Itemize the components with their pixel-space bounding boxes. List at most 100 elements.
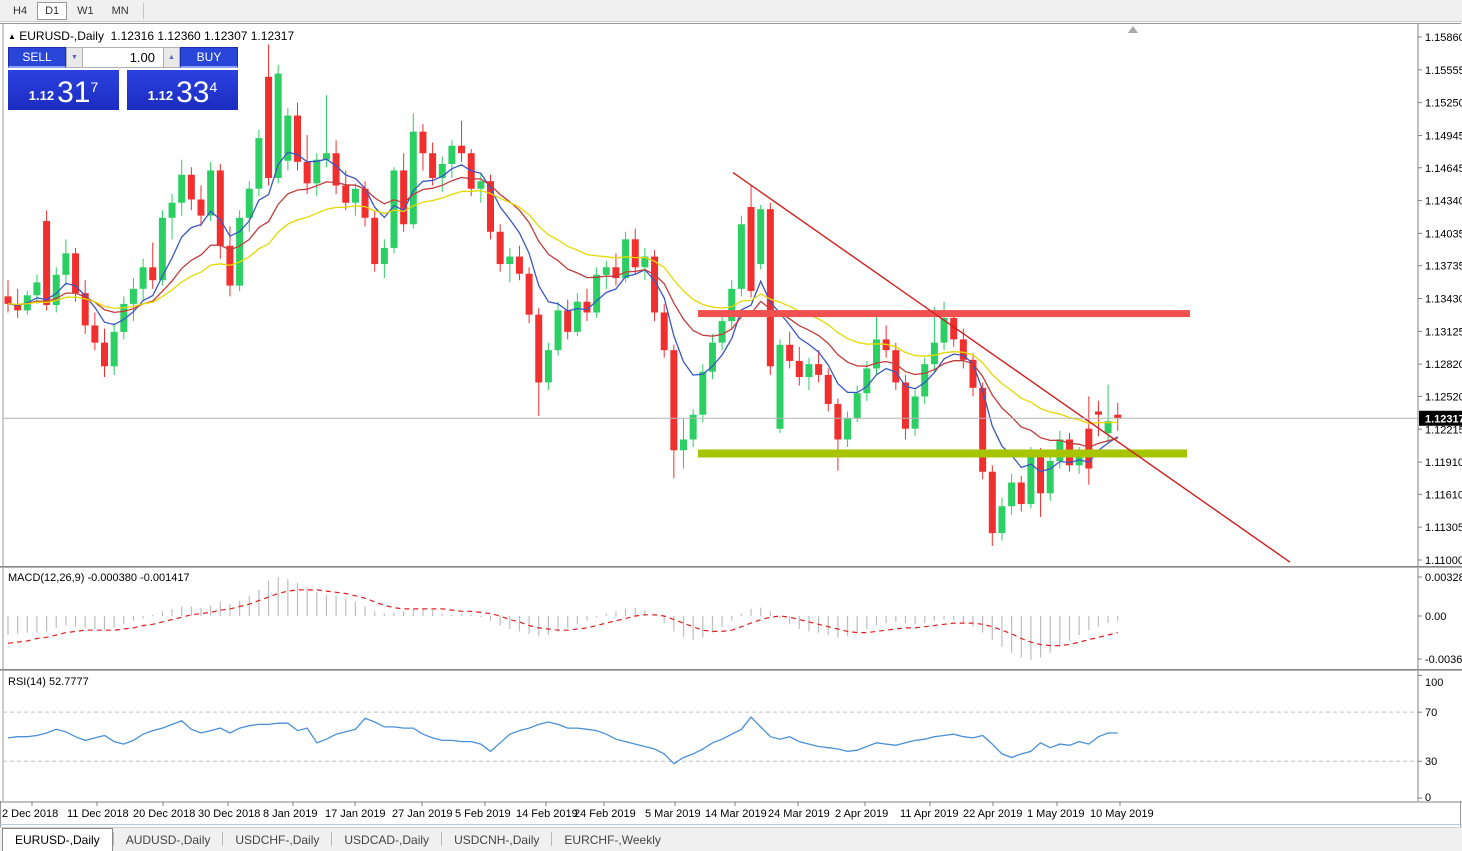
candle-body xyxy=(1046,460,1054,494)
current-price-badge xyxy=(1419,410,1462,426)
resistance-level-line[interactable] xyxy=(698,310,1190,318)
rsi-scale-label: 100 xyxy=(1425,677,1443,689)
candle-body xyxy=(515,256,523,274)
candle-body xyxy=(265,76,273,178)
candle-body xyxy=(120,303,128,332)
chart-tab-audusd[interactable]: AUDUSD-,Daily xyxy=(125,833,211,847)
candle-body xyxy=(863,368,871,394)
chart-tab-usdcnh[interactable]: USDCNH-,Daily xyxy=(454,833,540,847)
rsi-panel-label: RSI(14) 52.7777 xyxy=(8,676,89,688)
rsi-indicator-panel: 100 70 30 0 RSI(14) 52.7777 xyxy=(0,671,1462,801)
candle-body xyxy=(728,288,736,322)
time-axis-label: 14 Mar 2019 xyxy=(705,808,767,820)
time-axis-label: 20 Dec 2018 xyxy=(133,808,195,820)
candle-body xyxy=(487,181,494,232)
candle-body xyxy=(168,202,176,218)
toolbar-separator xyxy=(142,2,144,19)
panel-splitter-rsi[interactable] xyxy=(0,669,1462,671)
price-scale-label: 1.11610 xyxy=(1425,489,1462,501)
price-scale-label: 1.13735 xyxy=(1425,261,1462,273)
time-axis-label: 22 Apr 2019 xyxy=(963,808,1022,820)
candle-body xyxy=(351,188,359,203)
timeframe-button-h4[interactable]: H4 xyxy=(13,4,28,17)
candle-body xyxy=(477,181,485,189)
buy-button[interactable]: BUY xyxy=(180,47,238,68)
timeframe-button-w1[interactable]: W1 xyxy=(77,4,94,17)
chart-tab-eurchf[interactable]: EURCHF-,Weekly xyxy=(564,833,661,847)
macd-scale-label: -0.003659 xyxy=(1425,654,1462,666)
candle-body xyxy=(988,471,996,534)
candle-body xyxy=(438,163,446,178)
collapse-triangle-icon[interactable]: ▲ xyxy=(8,32,16,41)
time-axis-label: 24 Feb 2019 xyxy=(574,808,636,820)
candle-body xyxy=(197,199,205,216)
symbol-label: EURUSD-,Daily xyxy=(19,29,104,43)
candle-body xyxy=(255,138,263,189)
candle-body xyxy=(409,131,417,225)
chart-tab-bar: EURUSD-,Daily AUDUSD-,Daily USDCHF-,Daily U… xyxy=(0,827,1462,851)
candle-body xyxy=(1094,411,1102,415)
main-price-chart: 1.15860 1.15555 1.15250 1.14945 1.14645 1.143… xyxy=(0,24,1462,566)
candle-body xyxy=(284,115,292,161)
chart-tab-eurusd[interactable]: EURUSD-,Daily xyxy=(2,828,113,851)
candle-body xyxy=(795,360,803,378)
candle-body xyxy=(313,159,321,184)
candle-body xyxy=(1114,414,1122,418)
buy-price-pipette: 4 xyxy=(209,79,218,95)
tabbar-divider xyxy=(0,824,1462,825)
candle-body xyxy=(660,312,668,351)
candle-body xyxy=(911,396,919,429)
candle-body xyxy=(419,131,427,154)
descending-trendline[interactable] xyxy=(732,172,1291,563)
candle-body xyxy=(622,239,630,279)
timeframe-button-d1[interactable]: D1 xyxy=(37,1,68,20)
price-scale-label: 1.14645 xyxy=(1425,163,1462,175)
volume-input[interactable] xyxy=(83,47,163,68)
candle-body xyxy=(458,145,466,154)
candle-body xyxy=(853,393,861,418)
candle-body xyxy=(506,256,514,265)
candle-body xyxy=(371,217,379,265)
price-scale-label: 1.14035 xyxy=(1425,228,1462,240)
candle-body xyxy=(631,239,639,268)
buy-price-big: 33 xyxy=(176,76,210,109)
candle-body xyxy=(689,414,697,440)
candle-body xyxy=(1017,482,1025,505)
sell-quote-panel[interactable]: 1.12 31 7 xyxy=(8,70,119,110)
price-scale-label: 1.15555 xyxy=(1425,65,1462,77)
candle-body xyxy=(680,439,687,451)
candle-body xyxy=(322,153,330,160)
candlestick-series xyxy=(4,44,1122,547)
candle-body xyxy=(390,170,398,248)
chart-shift-marker[interactable] xyxy=(1128,26,1138,33)
buy-quote-panel[interactable]: 1.12 33 4 xyxy=(127,70,238,110)
chart-tab-usdchf[interactable]: USDCHF-,Daily xyxy=(235,833,320,847)
candle-body xyxy=(708,342,716,372)
rsi-line xyxy=(7,716,1118,765)
volume-increase-button[interactable]: ▲ xyxy=(163,47,180,68)
candle-body xyxy=(786,344,794,361)
sell-button[interactable]: SELL xyxy=(8,47,66,68)
chart-tab-usdcad[interactable]: USDCAD-,Daily xyxy=(344,833,430,847)
timeframe-button-mn[interactable]: MN xyxy=(111,4,129,17)
volume-decrease-button[interactable]: ▼ xyxy=(66,47,83,68)
price-scale-label: 1.12820 xyxy=(1425,359,1462,371)
macd-indicator-panel: 0.003287 0.00 -0.003659 MACD(12,26,9) -0.00… xyxy=(0,568,1462,669)
candle-body xyxy=(824,374,832,404)
candle-body xyxy=(573,301,581,332)
sell-price-big: 31 xyxy=(57,76,91,109)
candle-body xyxy=(91,325,99,343)
buy-price-prefix: 1.12 xyxy=(147,88,174,103)
support-level-line[interactable] xyxy=(698,449,1187,458)
candle-body xyxy=(737,224,745,289)
candle-body xyxy=(544,350,552,383)
rsi-scale-label: 0 xyxy=(1425,792,1431,801)
sell-price-pipette: 7 xyxy=(90,79,99,95)
price-scale-label: 1.11000 xyxy=(1425,555,1462,566)
candle-body xyxy=(535,314,543,383)
tab-separator xyxy=(112,832,114,846)
candle-body xyxy=(380,247,388,265)
candle-body xyxy=(602,267,610,275)
panel-splitter-macd[interactable] xyxy=(0,566,1462,568)
candle-body xyxy=(979,387,987,472)
